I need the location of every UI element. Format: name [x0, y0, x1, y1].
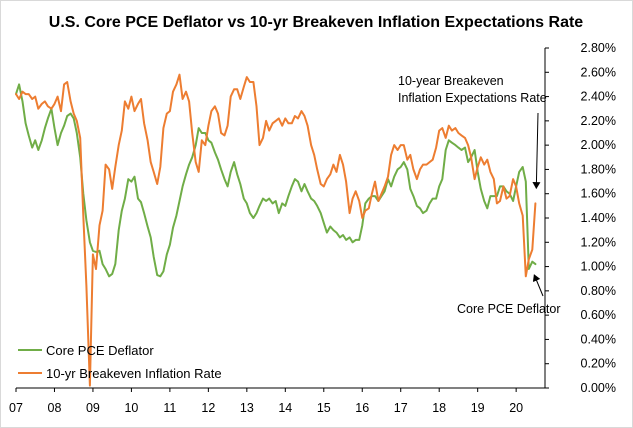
chart-title: U.S. Core PCE Deflator vs 10-yr Breakeve…: [49, 14, 584, 31]
legend-item: 10-yr Breakeven Inflation Rate: [18, 366, 222, 381]
x-tick-label: 18: [432, 401, 446, 415]
x-tick-label: 16: [355, 401, 369, 415]
y-tick-label: 2.00%: [581, 138, 616, 152]
core-pce-line: [15, 83, 537, 278]
annotation-line: 10-year Breakeven: [398, 74, 504, 88]
legend: Core PCE Deflator 10-yr Breakeven Inflati…: [18, 343, 222, 381]
annotations: 10-year Breakeven Inflation Expectations …: [398, 74, 561, 316]
y-tick-label: 2.60%: [581, 65, 616, 79]
annotation-arrow: [532, 274, 544, 297]
y-tick-label: 0.60%: [581, 308, 616, 322]
y-tick-label: 2.80%: [581, 41, 616, 55]
x-tick-label: 15: [317, 401, 331, 415]
y-tick-label: 1.40%: [581, 211, 616, 225]
x-tick-label: 19: [471, 401, 485, 415]
plot-area: 0.00% 0.20% 0.40% 0.60% 0.80% 1.00% 1.20% 1.40%…: [9, 41, 616, 415]
y-tick-label: 2.20%: [581, 114, 616, 128]
annotation-core-pce: Core PCE Deflator: [457, 302, 561, 316]
y-tick-label: 0.80%: [581, 284, 616, 298]
x-tick-label: 13: [240, 401, 254, 415]
breakeven-line: [15, 73, 537, 387]
x-tick-label: 20: [509, 401, 523, 415]
y-tick-label: 1.80%: [581, 162, 616, 176]
legend-label: 10-yr Breakeven Inflation Rate: [46, 366, 222, 381]
legend-label: Core PCE Deflator: [46, 343, 154, 358]
x-tick-label: 17: [394, 401, 408, 415]
y-tick-label: 0.00%: [581, 381, 616, 395]
legend-item: Core PCE Deflator: [18, 343, 154, 358]
x-tick-label: 11: [163, 401, 176, 415]
annotation-breakeven: 10-year Breakeven Inflation Expectations …: [398, 74, 547, 105]
y-tick-label: 1.60%: [581, 187, 616, 201]
x-tick-label: 14: [278, 401, 292, 415]
annotation-line: Inflation Expectations Rate: [398, 91, 547, 105]
x-tick-label: 12: [201, 401, 215, 415]
x-tick-label: 08: [48, 401, 62, 415]
annotation-arrow: [532, 112, 541, 190]
x-tick-label: 07: [9, 401, 23, 415]
x-axis-ticks: 07 08 09 10 11 12 13 14 15 16 17 18 19 20: [9, 388, 523, 415]
y-tick-label: 1.20%: [581, 235, 616, 249]
y-tick-label: 2.40%: [581, 90, 616, 104]
series-layer: [15, 73, 537, 387]
y-tick-label: 0.40%: [581, 332, 616, 346]
y-axis-ticks: 0.00% 0.20% 0.40% 0.60% 0.80% 1.00% 1.20% 1.40%…: [545, 41, 616, 395]
x-tick-label: 09: [86, 401, 100, 415]
x-tick-label: 10: [124, 401, 138, 415]
y-tick-label: 1.00%: [581, 260, 616, 274]
y-tick-label: 0.20%: [581, 357, 616, 371]
